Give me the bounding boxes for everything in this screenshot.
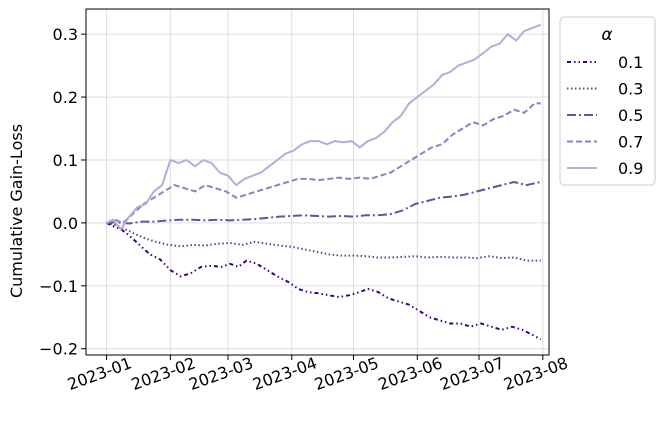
series-line-0-9 xyxy=(106,23,542,231)
legend-label: 0.5 xyxy=(618,106,643,125)
series-line-0-5 xyxy=(106,181,542,225)
legend-box xyxy=(559,16,656,186)
legend-title: α xyxy=(601,25,612,45)
legend-label: 0.7 xyxy=(618,133,643,152)
series-lines xyxy=(106,23,542,341)
grid xyxy=(86,9,549,355)
legend-label: 0.1 xyxy=(618,53,643,72)
legend-label: 0.3 xyxy=(618,80,643,99)
y-tick-label: −0.1 xyxy=(39,277,78,296)
y-tick-label: 0.1 xyxy=(53,151,78,170)
y-tick-label: 0.3 xyxy=(53,25,78,44)
legend: α 0.1 0.3 0.5 0.7 0.9 xyxy=(559,16,656,186)
y-tick-label: −0.2 xyxy=(39,340,78,359)
series-line-0-1 xyxy=(106,222,542,341)
legend-items: 0.1 0.3 0.5 0.7 0.9 xyxy=(567,53,643,178)
series-line-0-3 xyxy=(106,221,541,262)
legend-label: 0.9 xyxy=(618,159,643,178)
y-axis-label: Cumulative Gain-Loss xyxy=(7,124,26,298)
series-line-0-7 xyxy=(106,102,541,224)
plot-frame xyxy=(85,8,550,356)
y-axis: −0.2 −0.1 0.0 0.1 0.2 0.3 xyxy=(39,25,86,359)
y-tick-label: 0.2 xyxy=(53,88,78,107)
y-tick-label: 0.0 xyxy=(53,214,78,233)
